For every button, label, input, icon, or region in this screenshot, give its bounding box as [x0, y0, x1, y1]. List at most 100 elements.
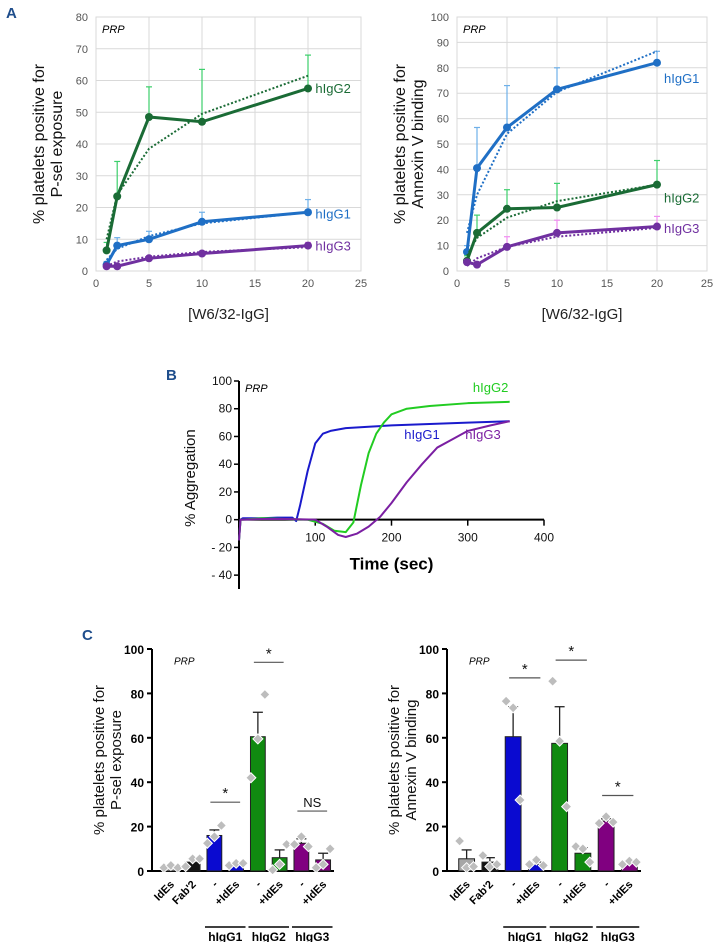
category-label: +IdEs: [256, 879, 285, 908]
data-point: [503, 123, 511, 132]
bar-4: [249, 736, 266, 872]
y-axis-title-line: % platelets positive for: [386, 685, 403, 835]
significance-marker: *: [522, 661, 528, 678]
data-point: [507, 702, 519, 714]
data-point: [473, 228, 481, 237]
group-label-hIgG2: hIgG2: [252, 930, 286, 942]
x-tick-label: 0: [454, 278, 460, 290]
data-point: [288, 838, 301, 851]
x-tick-label: 300: [458, 531, 478, 545]
y-tick-label: 50: [437, 139, 449, 151]
series-label-hIgG1: hIgG1: [315, 207, 350, 222]
data-point: [324, 843, 336, 855]
data-point: [198, 249, 206, 258]
x-axis-title: [W6/32-IgG]: [188, 306, 269, 323]
y-tick-label: 100: [124, 643, 144, 657]
aggregation-trace-hIgG3: [238, 420, 510, 541]
y-tick-label: 50: [76, 107, 88, 119]
data-point: [553, 228, 561, 237]
series-label-hIgG3: hIgG3: [664, 221, 699, 236]
y-tick-label: 40: [76, 139, 88, 151]
data-point: [653, 58, 661, 67]
data-point: [179, 860, 192, 873]
data-point: [113, 262, 122, 271]
chart-c-annexin: 0 20 40 60 80 100 PRP % platelets positive forA…: [386, 643, 643, 942]
bar-6: [597, 820, 615, 872]
y-tick-label: 100: [431, 12, 449, 24]
data-point: [653, 180, 661, 189]
x-tick-label: 20: [302, 278, 314, 290]
data-point: [304, 84, 312, 93]
data-point: [623, 855, 636, 867]
data-point: [607, 816, 619, 828]
data-point: [477, 849, 489, 862]
y-tick-label: 0: [137, 865, 144, 879]
data-point: [577, 843, 589, 855]
y-tick-label: 20: [426, 821, 440, 835]
y-tick-label: 30: [437, 190, 449, 202]
data-point: [273, 858, 286, 871]
data-point: [491, 858, 503, 871]
y-tick-label: 20: [437, 215, 449, 227]
y-tick-label: 0: [443, 266, 449, 278]
category-label: -: [601, 878, 612, 889]
data-point: [304, 241, 312, 250]
x-tick-label: 15: [249, 278, 261, 290]
y-tick-label: 40: [426, 776, 440, 790]
data-point: [546, 675, 559, 687]
y-tick-label: 90: [437, 37, 449, 49]
y-tick-label: 40: [219, 457, 233, 471]
significance-marker: NS: [303, 795, 321, 810]
data-point: [113, 192, 122, 201]
x-tick-label: 400: [534, 531, 554, 545]
x-tick-label: 5: [146, 278, 152, 290]
data-point: [503, 242, 511, 251]
y-axis-title: % platelets positive forAnnexin V bindin…: [392, 63, 427, 224]
panel-letter-c: C: [82, 627, 93, 644]
annotation-prp: PRP: [469, 657, 490, 668]
y-tick-label: 30: [76, 171, 88, 183]
bar-6: [293, 842, 310, 872]
data-point: [553, 203, 561, 212]
significance-marker: *: [266, 645, 272, 662]
plot-frame: [456, 16, 708, 272]
category-label: -: [555, 878, 566, 889]
category-label: +IdEs: [606, 879, 635, 908]
data-point: [266, 864, 279, 876]
group-label-hIgG1: hIgG1: [508, 930, 542, 942]
series-label-hIgG3: hIgG3: [465, 427, 500, 442]
annotation-prp: PRP: [174, 657, 195, 668]
y-axis-title: % platelets positive forP-sel exposure: [31, 63, 66, 224]
y-axis-title-line: Annexin V binding: [410, 80, 427, 209]
chart-a-pselectin: 0 5 10 15 20 25 0 10 20 30 40 50 60 70 80 PRP [W6/32-IgG…: [31, 12, 367, 323]
category-label: -: [296, 878, 307, 889]
data-point: [215, 819, 228, 832]
chart-a-annexin: 0 5 10 15 20 25 0 10 20 30 40 50 60 70 80 90 100 PRP [W6/3…: [392, 12, 713, 323]
y-tick-label: 80: [437, 63, 449, 75]
x-tick-label: 5: [504, 278, 510, 290]
series-label-hIgG1: hIgG1: [664, 71, 699, 86]
category-label: -: [253, 878, 264, 889]
y-tick-label: 0: [432, 865, 439, 879]
series-label-hIgG1: hIgG1: [404, 427, 439, 442]
y-axis-title: % Aggregation: [182, 429, 199, 527]
data-point: [553, 735, 566, 747]
annotation-prp: PRP: [245, 383, 268, 395]
data-point: [553, 85, 561, 94]
data-point: [503, 204, 511, 213]
annotation-prp: PRP: [102, 24, 125, 36]
data-point: [473, 260, 481, 269]
x-axis-title: [W6/32-IgG]: [542, 306, 623, 323]
x-tick-label: 25: [701, 278, 713, 290]
y-tick-label: 60: [437, 114, 449, 126]
data-point: [453, 835, 466, 847]
y-axis-title-line: % platelets positive for: [392, 63, 409, 224]
data-point: [593, 817, 605, 829]
data-point: [302, 840, 315, 853]
data-point: [252, 733, 264, 745]
chart-b-aggregation: - 40 - 20 0 20 40 60 80 100 100 200 300 400 Time (se…: [182, 374, 554, 589]
data-point: [500, 695, 512, 707]
significance-marker: *: [222, 785, 228, 802]
x-tick-label: 20: [651, 278, 663, 290]
data-point: [630, 856, 643, 868]
